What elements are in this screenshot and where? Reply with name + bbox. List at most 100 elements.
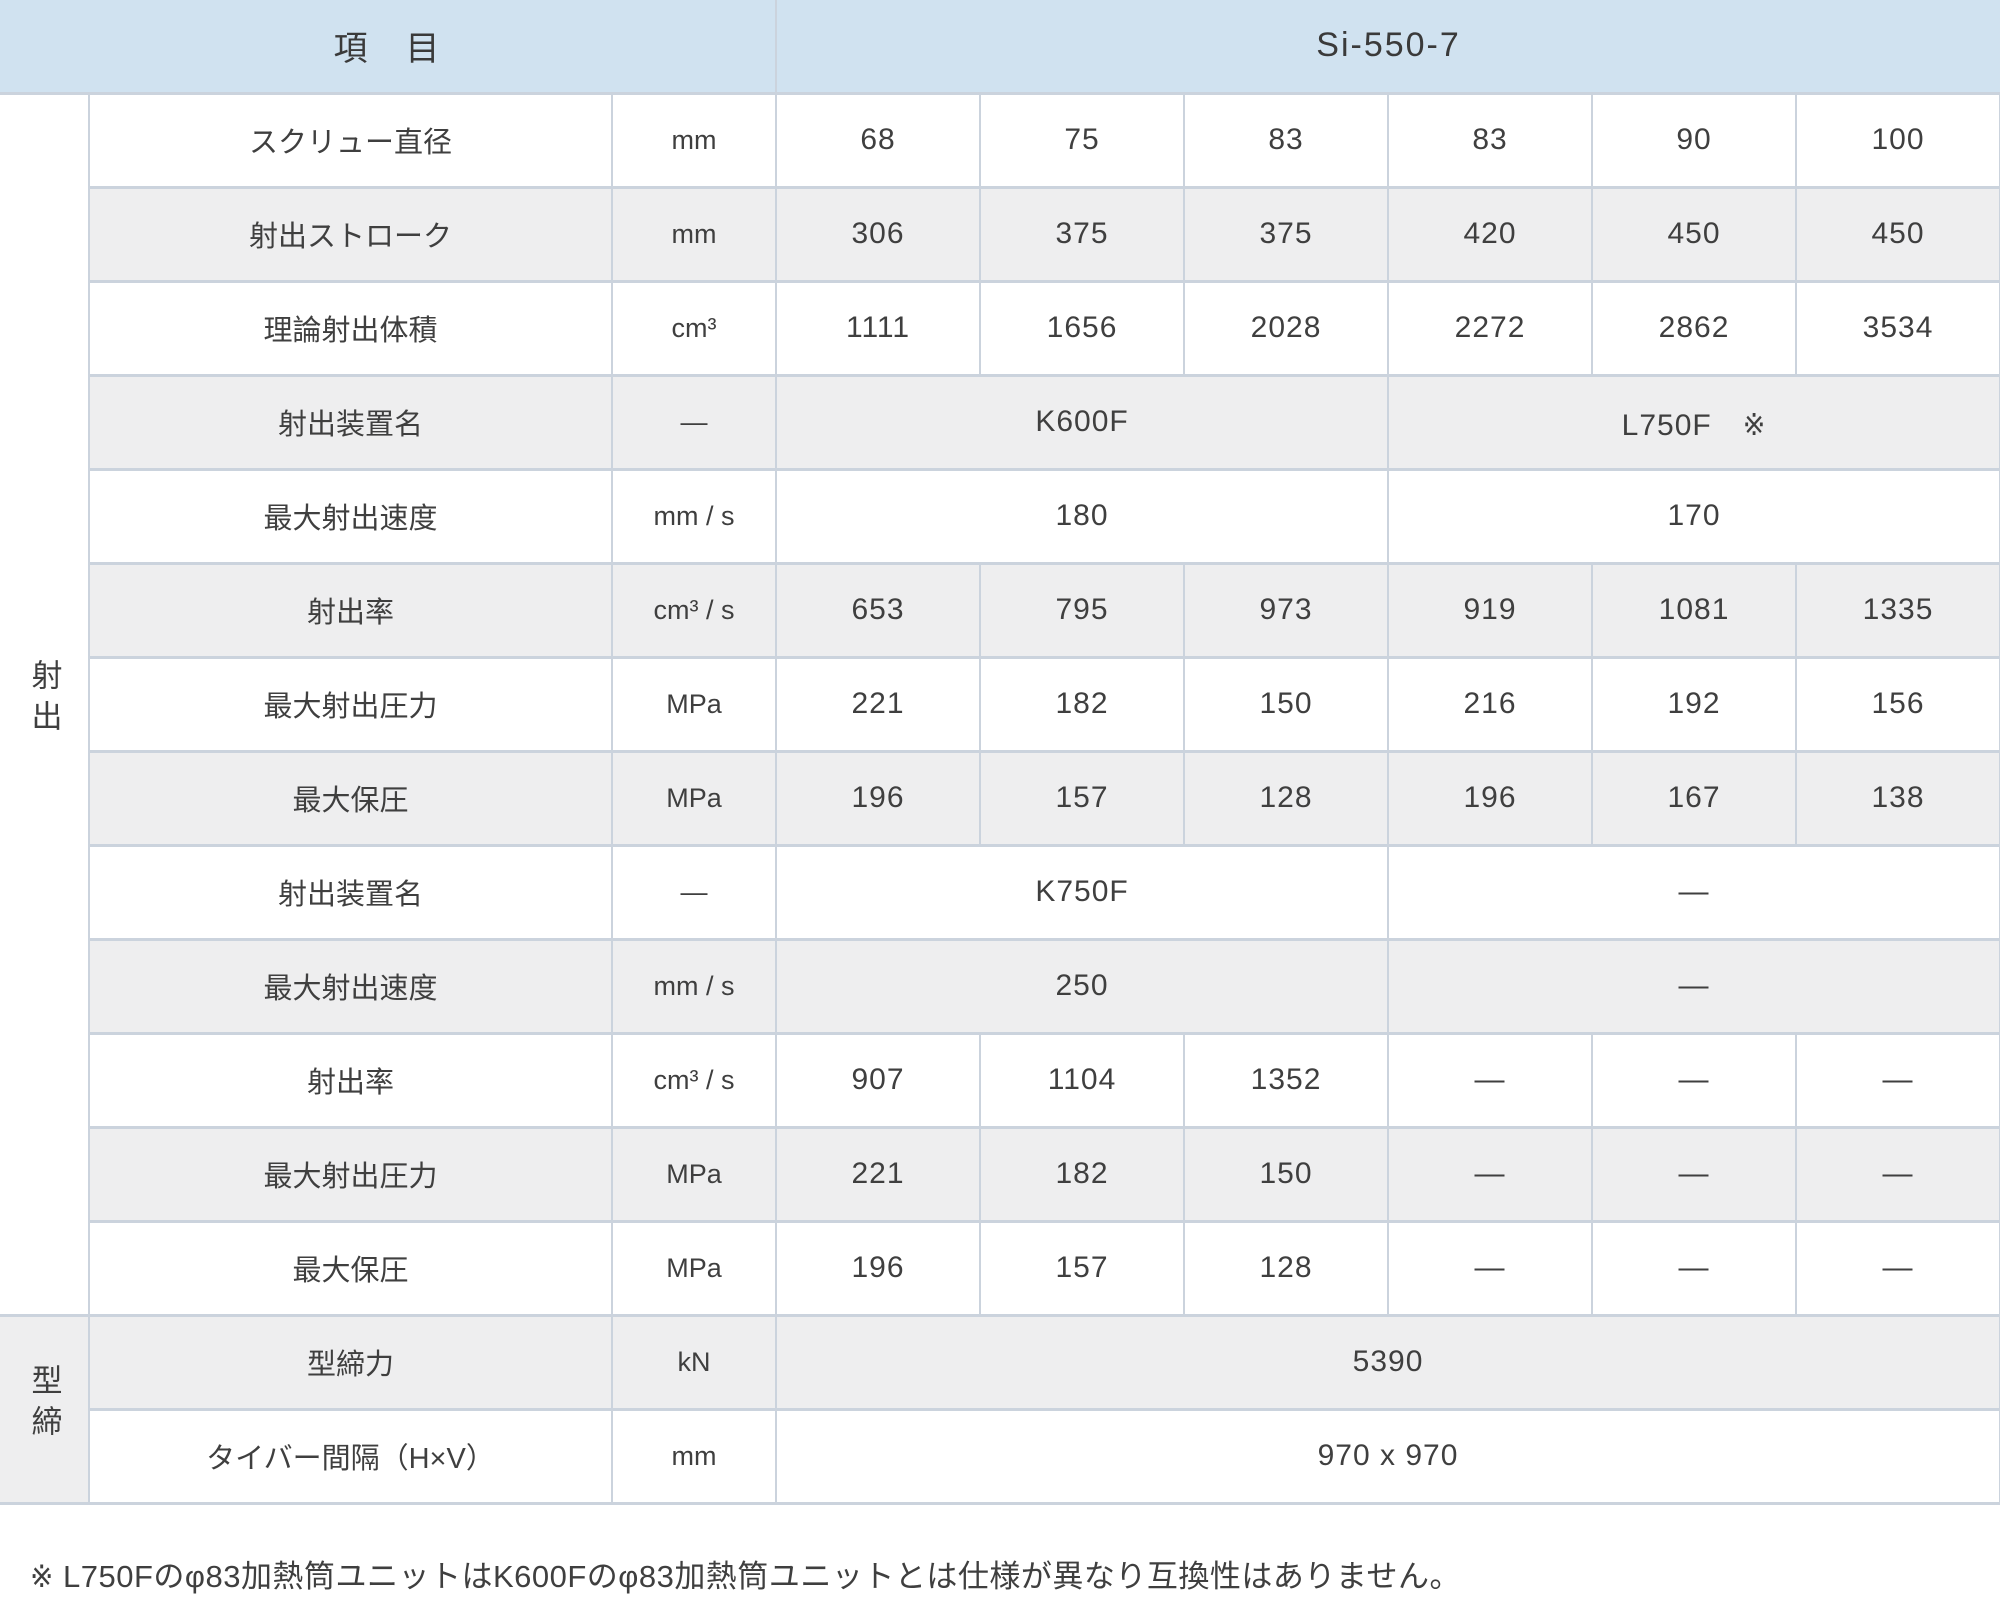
spec-row-unit: —: [610, 843, 778, 941]
spec-value-cell: 2028: [1183, 279, 1390, 377]
spec-row-max-holding-2: 最大保圧 MPa 196 157 128 — — —: [0, 1219, 2000, 1317]
spec-value-cell: 5390: [775, 1313, 2000, 1411]
spec-value-cell: 221: [775, 655, 982, 753]
spec-value-cell: —: [1795, 1031, 2000, 1129]
spec-row-screw-diameter: 射出 スクリュー直径 mm 68 75 83 83 90 100: [0, 91, 2000, 1317]
spec-row-unit: MPa: [610, 1125, 778, 1223]
spec-row-label: 最大射出圧力: [88, 1125, 613, 1223]
spec-value-cell: 157: [979, 749, 1186, 847]
spec-value-cell: 907: [775, 1031, 982, 1129]
spec-value-cell: 138: [1795, 749, 2000, 847]
spec-value-cell: —: [1387, 937, 2000, 1035]
spec-row-unit: MPa: [610, 655, 778, 753]
spec-value-cell: 170: [1387, 467, 2000, 565]
spec-value-cell: —: [1387, 1219, 1594, 1317]
spec-value-cell: 375: [1183, 185, 1390, 283]
spec-row-unit-name-1: 射出装置名 — K600F L750F ※: [0, 373, 2000, 471]
spec-value-cell: 795: [979, 561, 1186, 659]
spec-value-cell: 196: [1387, 749, 1594, 847]
spec-row-unit: cm³: [610, 279, 778, 377]
spec-row-label: 最大射出圧力: [88, 655, 613, 753]
spec-row-label: 射出装置名: [88, 843, 613, 941]
clamping-group-text: 型締: [26, 1364, 62, 1446]
spec-value-cell: 221: [775, 1125, 982, 1223]
spec-value-cell: —: [1795, 1219, 2000, 1317]
spec-value-cell: 75: [979, 91, 1186, 189]
spec-row-label: 最大保圧: [88, 1219, 613, 1317]
spec-row-unit: MPa: [610, 1219, 778, 1317]
spec-row-theoretical-volume: 理論射出体積 cm³ 1111 1656 2028 2272 2862 3534: [0, 279, 2000, 377]
spec-value-cell: 450: [1591, 185, 1798, 283]
spec-row-unit: mm: [610, 185, 778, 283]
spec-row-injection-stroke: 射出ストローク mm 306 375 375 420 450 450: [0, 185, 2000, 283]
spec-value-cell: —: [1387, 1031, 1594, 1129]
spec-value-cell: 420: [1387, 185, 1594, 283]
spec-value-cell: 83: [1387, 91, 1594, 189]
spec-row-max-pressure-2: 最大射出圧力 MPa 221 182 150 — — —: [0, 1125, 2000, 1223]
spec-value-cell: K600F: [775, 373, 1390, 471]
spec-value-cell: 196: [775, 1219, 982, 1317]
spec-value-cell: 83: [1183, 91, 1390, 189]
spec-row-label: 最大保圧: [88, 749, 613, 847]
spec-value-cell: 150: [1183, 1125, 1390, 1223]
spec-row-label: スクリュー直径: [88, 91, 613, 189]
spec-value-cell: 100: [1795, 91, 2000, 189]
spec-value-cell: 196: [775, 749, 982, 847]
spec-row-label: 型締力: [88, 1313, 613, 1411]
spec-value-cell: L750F ※: [1387, 373, 2000, 471]
footnote: ※ L750Fのφ83加熱筒ユニットはK600Fのφ83加熱筒ユニットとは仕様が…: [30, 1558, 1461, 1594]
spec-value-cell: —: [1387, 843, 2000, 941]
spec-row-unit: —: [610, 373, 778, 471]
spec-row-injection-rate-1: 射出率 cm³ / s 653 795 973 919 1081 1335: [0, 561, 2000, 659]
spec-row-tie-bar-spacing: タイバー間隔（H×V） mm 970 x 970: [0, 1407, 2000, 1505]
spec-value-cell: 1656: [979, 279, 1186, 377]
group-label-clamping: 型締: [0, 1313, 90, 1505]
spec-value-cell: 1081: [1591, 561, 1798, 659]
spec-value-cell: 970 x 970: [775, 1407, 2000, 1505]
spec-value-cell: 182: [979, 1125, 1186, 1223]
spec-row-label: 射出ストローク: [88, 185, 613, 283]
spec-value-cell: 68: [775, 91, 982, 189]
spec-row-unit: cm³ / s: [610, 561, 778, 659]
spec-value-cell: 192: [1591, 655, 1798, 753]
spec-row-max-pressure-1: 最大射出圧力 MPa 221 182 150 216 192 156: [0, 655, 2000, 753]
spec-value-cell: 2862: [1591, 279, 1798, 377]
group-label-injection: 射出: [0, 91, 90, 1317]
spec-row-unit: mm / s: [610, 937, 778, 1035]
spec-value-cell: 157: [979, 1219, 1186, 1317]
spec-row-label: 射出装置名: [88, 373, 613, 471]
spec-row-unit: kN: [610, 1313, 778, 1411]
spec-value-cell: 2272: [1387, 279, 1594, 377]
spec-value-cell: 128: [1183, 1219, 1390, 1317]
spec-value-cell: —: [1591, 1031, 1798, 1129]
spec-value-cell: 3534: [1795, 279, 2000, 377]
spec-value-cell: 973: [1183, 561, 1390, 659]
spec-value-cell: 182: [979, 655, 1186, 753]
spec-value-cell: 653: [775, 561, 982, 659]
spec-value-cell: 216: [1387, 655, 1594, 753]
spec-value-cell: 156: [1795, 655, 2000, 753]
spec-row-injection-rate-2: 射出率 cm³ / s 907 1104 1352 — — —: [0, 1031, 2000, 1129]
spec-value-cell: 1111: [775, 279, 982, 377]
spec-value-cell: 128: [1183, 749, 1390, 847]
spec-row-max-speed-2: 最大射出速度 mm / s 250 —: [0, 937, 2000, 1035]
spec-value-cell: 1104: [979, 1031, 1186, 1129]
spec-value-cell: 919: [1387, 561, 1594, 659]
spec-row-unit: MPa: [610, 749, 778, 847]
spec-row-label: 理論射出体積: [88, 279, 613, 377]
model-header: Si-550-7: [775, 0, 2000, 95]
spec-value-cell: K750F: [775, 843, 1390, 941]
spec-value-cell: 306: [775, 185, 982, 283]
spec-value-cell: —: [1591, 1219, 1798, 1317]
spec-row-unit: cm³ / s: [610, 1031, 778, 1129]
spec-value-cell: 1352: [1183, 1031, 1390, 1129]
spec-row-label: 射出率: [88, 561, 613, 659]
spec-row-unit: mm: [610, 91, 778, 189]
spec-value-cell: 375: [979, 185, 1186, 283]
spec-row-label: 最大射出速度: [88, 937, 613, 1035]
spec-value-cell: —: [1387, 1125, 1594, 1223]
spec-row-clamping-force: 型締 型締力 kN 5390: [0, 1313, 2000, 1505]
spec-value-cell: 90: [1591, 91, 1798, 189]
spec-value-cell: —: [1591, 1125, 1798, 1223]
spec-row-label: 最大射出速度: [88, 467, 613, 565]
